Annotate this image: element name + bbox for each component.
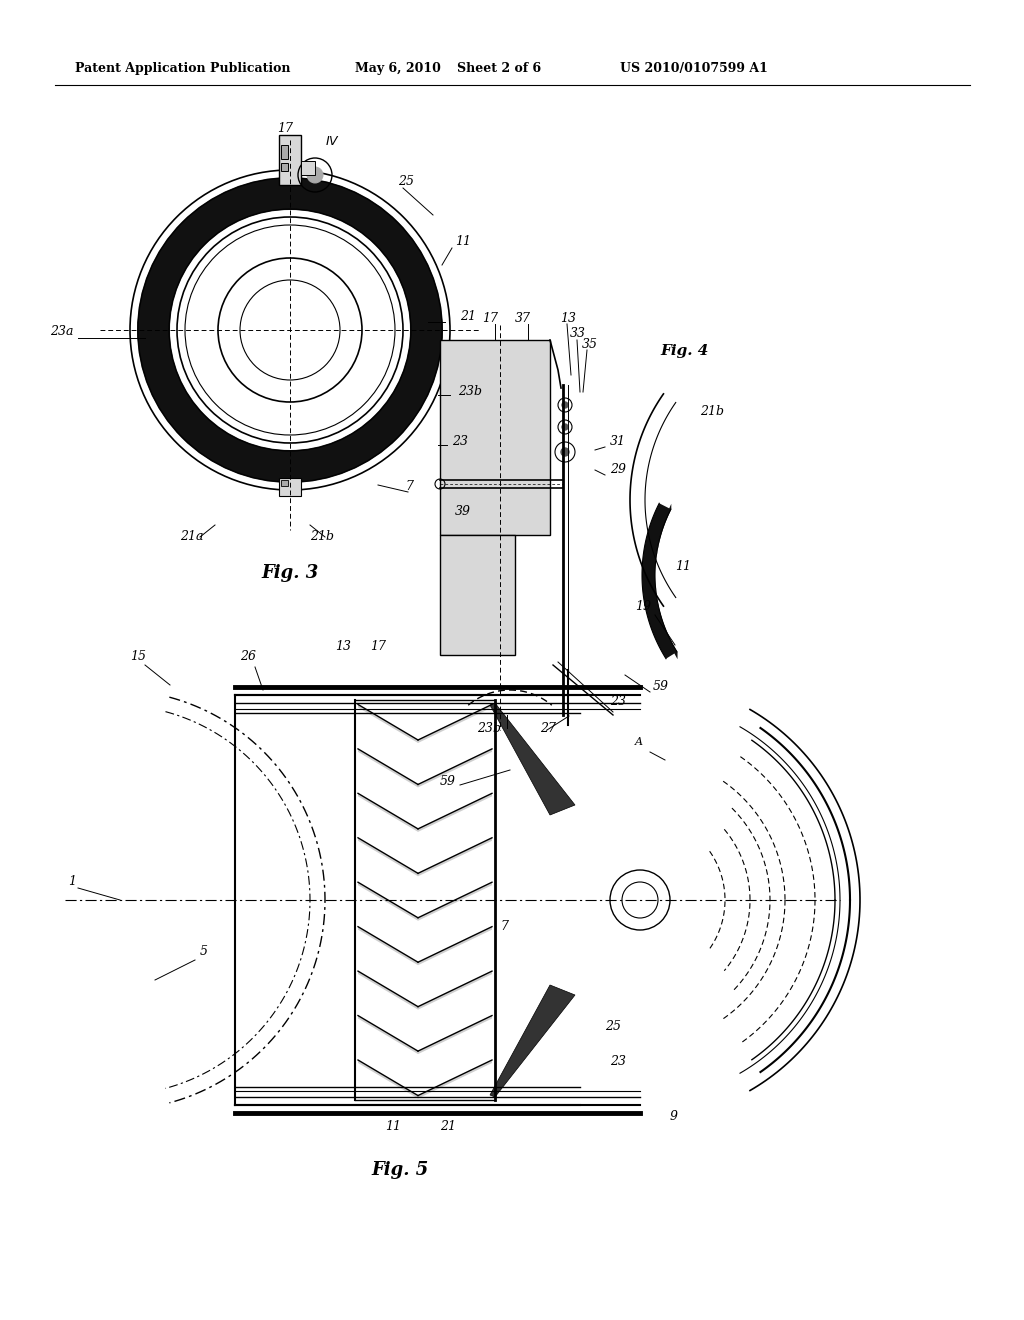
Text: 27: 27 [540,722,556,735]
Polygon shape [358,838,492,876]
Text: 21b: 21b [700,405,724,418]
Text: Sheet 2 of 6: Sheet 2 of 6 [457,62,541,75]
Polygon shape [358,1015,492,1055]
Bar [279,135,301,185]
Text: Fig. 3: Fig. 3 [261,564,318,582]
Bar [281,162,288,172]
Text: 17: 17 [370,640,386,653]
Bar [279,478,301,496]
Text: $\mathit{IV}$: $\mathit{IV}$ [325,135,340,148]
Circle shape [137,177,443,483]
Text: 59: 59 [440,775,456,788]
Text: 15: 15 [130,649,146,663]
Text: US 2010/0107599 A1: US 2010/0107599 A1 [620,62,768,75]
Text: Patent Application Publication: Patent Application Publication [75,62,291,75]
Text: 23: 23 [452,436,468,447]
Text: 13: 13 [335,640,351,653]
Text: 11: 11 [675,560,691,573]
Text: 23b: 23b [458,385,482,399]
Text: 13: 13 [560,312,575,325]
Text: A: A [635,737,643,747]
Text: 1: 1 [68,875,76,888]
Text: 21a: 21a [180,531,204,543]
Text: 11: 11 [385,1119,401,1133]
Polygon shape [490,704,575,814]
Polygon shape [642,503,677,659]
Circle shape [561,447,569,455]
Text: 21: 21 [460,310,476,323]
Text: 7: 7 [500,920,508,933]
Bar [440,535,515,655]
Text: 23: 23 [610,1055,626,1068]
Polygon shape [358,882,492,921]
Text: 59: 59 [653,680,669,693]
Text: Fig. 4: Fig. 4 [660,345,709,358]
Text: 25: 25 [398,176,414,187]
Text: Fig. 5: Fig. 5 [372,1162,429,1179]
Bar [301,161,315,176]
Polygon shape [358,793,492,832]
Text: 25: 25 [605,1020,621,1034]
Circle shape [307,168,323,183]
Polygon shape [490,985,575,1097]
Text: 23a: 23a [50,325,74,338]
Bar [440,341,550,535]
Text: 23: 23 [610,696,626,708]
Text: 35: 35 [582,338,598,351]
Circle shape [562,424,568,430]
Bar [281,145,288,158]
Text: 21: 21 [440,1119,456,1133]
Text: 31: 31 [610,436,626,447]
Text: 7: 7 [406,480,413,492]
Text: 23b: 23b [477,722,501,735]
Text: 26: 26 [240,649,256,663]
Text: 17: 17 [482,312,498,325]
Text: 9: 9 [670,1110,678,1123]
Text: 5: 5 [200,945,208,958]
Bar [281,480,288,486]
Circle shape [562,403,568,408]
Polygon shape [358,927,492,965]
Text: 17: 17 [278,121,293,135]
Text: 29: 29 [610,463,626,477]
Polygon shape [358,748,492,788]
Polygon shape [358,972,492,1010]
Text: 11: 11 [455,235,471,248]
Text: 19: 19 [635,601,651,612]
Circle shape [170,210,410,450]
Polygon shape [358,1060,492,1098]
Text: May 6, 2010: May 6, 2010 [355,62,441,75]
Polygon shape [358,705,492,743]
Text: 21b: 21b [310,531,334,543]
Text: 37: 37 [515,312,531,325]
Text: 33: 33 [570,327,586,341]
Text: 39: 39 [455,506,471,517]
